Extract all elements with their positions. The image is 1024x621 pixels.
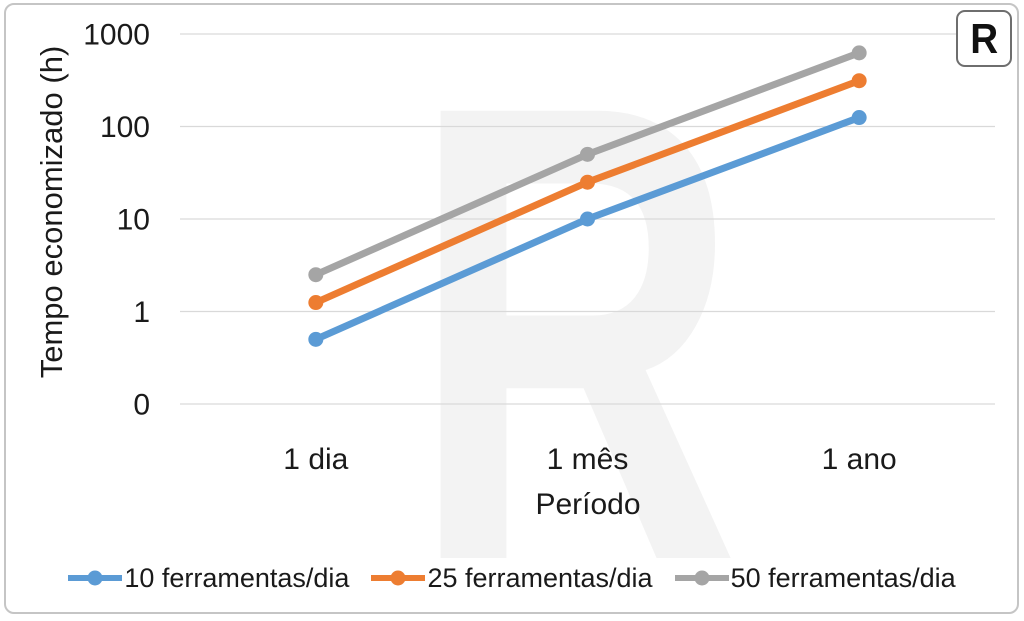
y-tick-label: 1000 — [83, 19, 150, 52]
data-point-marker — [580, 211, 595, 227]
x-tick-label: 1 mês — [547, 443, 629, 476]
legend-label: 10 ferramentas/dia — [124, 562, 350, 593]
data-point-marker — [580, 174, 595, 190]
chart-legend: 10 ferramentas/dia 25 ferramentas/dia 50 f… — [0, 560, 1024, 596]
data-point-marker — [580, 146, 595, 162]
legend-label: 25 ferramentas/dia — [427, 562, 653, 593]
legend-marker-icon — [68, 570, 123, 586]
legend-item: 50 ferramentas/dia — [674, 562, 956, 594]
data-point-marker — [308, 295, 324, 311]
y-tick-label: 0 — [133, 389, 150, 422]
legend-item: 10 ferramentas/dia — [68, 563, 349, 594]
data-point-marker — [851, 45, 867, 61]
brand-logo-letter: R — [970, 14, 998, 62]
x-tick-label: 1 ano — [822, 443, 897, 476]
brand-logo: R — [956, 10, 1012, 67]
watermark-letter: R — [410, 0, 740, 621]
legend-label: 50 ferramentas/dia — [730, 562, 956, 593]
x-tick-label: 1 dia — [283, 443, 348, 476]
legend-item: 25 ferramentas/dia — [371, 562, 653, 594]
y-tick-label: 10 — [117, 204, 150, 237]
data-point-marker — [851, 110, 867, 126]
data-point-marker — [308, 267, 324, 283]
x-axis-title: Período — [535, 488, 641, 521]
y-axis-title: Tempo economizado (h) — [34, 45, 69, 379]
data-point-marker — [308, 331, 324, 347]
y-tick-label: 100 — [100, 111, 150, 144]
data-point-marker — [851, 73, 867, 89]
y-tick-label: 1 — [133, 296, 150, 329]
legend-marker-icon — [371, 570, 426, 586]
legend-marker-icon — [674, 570, 729, 586]
